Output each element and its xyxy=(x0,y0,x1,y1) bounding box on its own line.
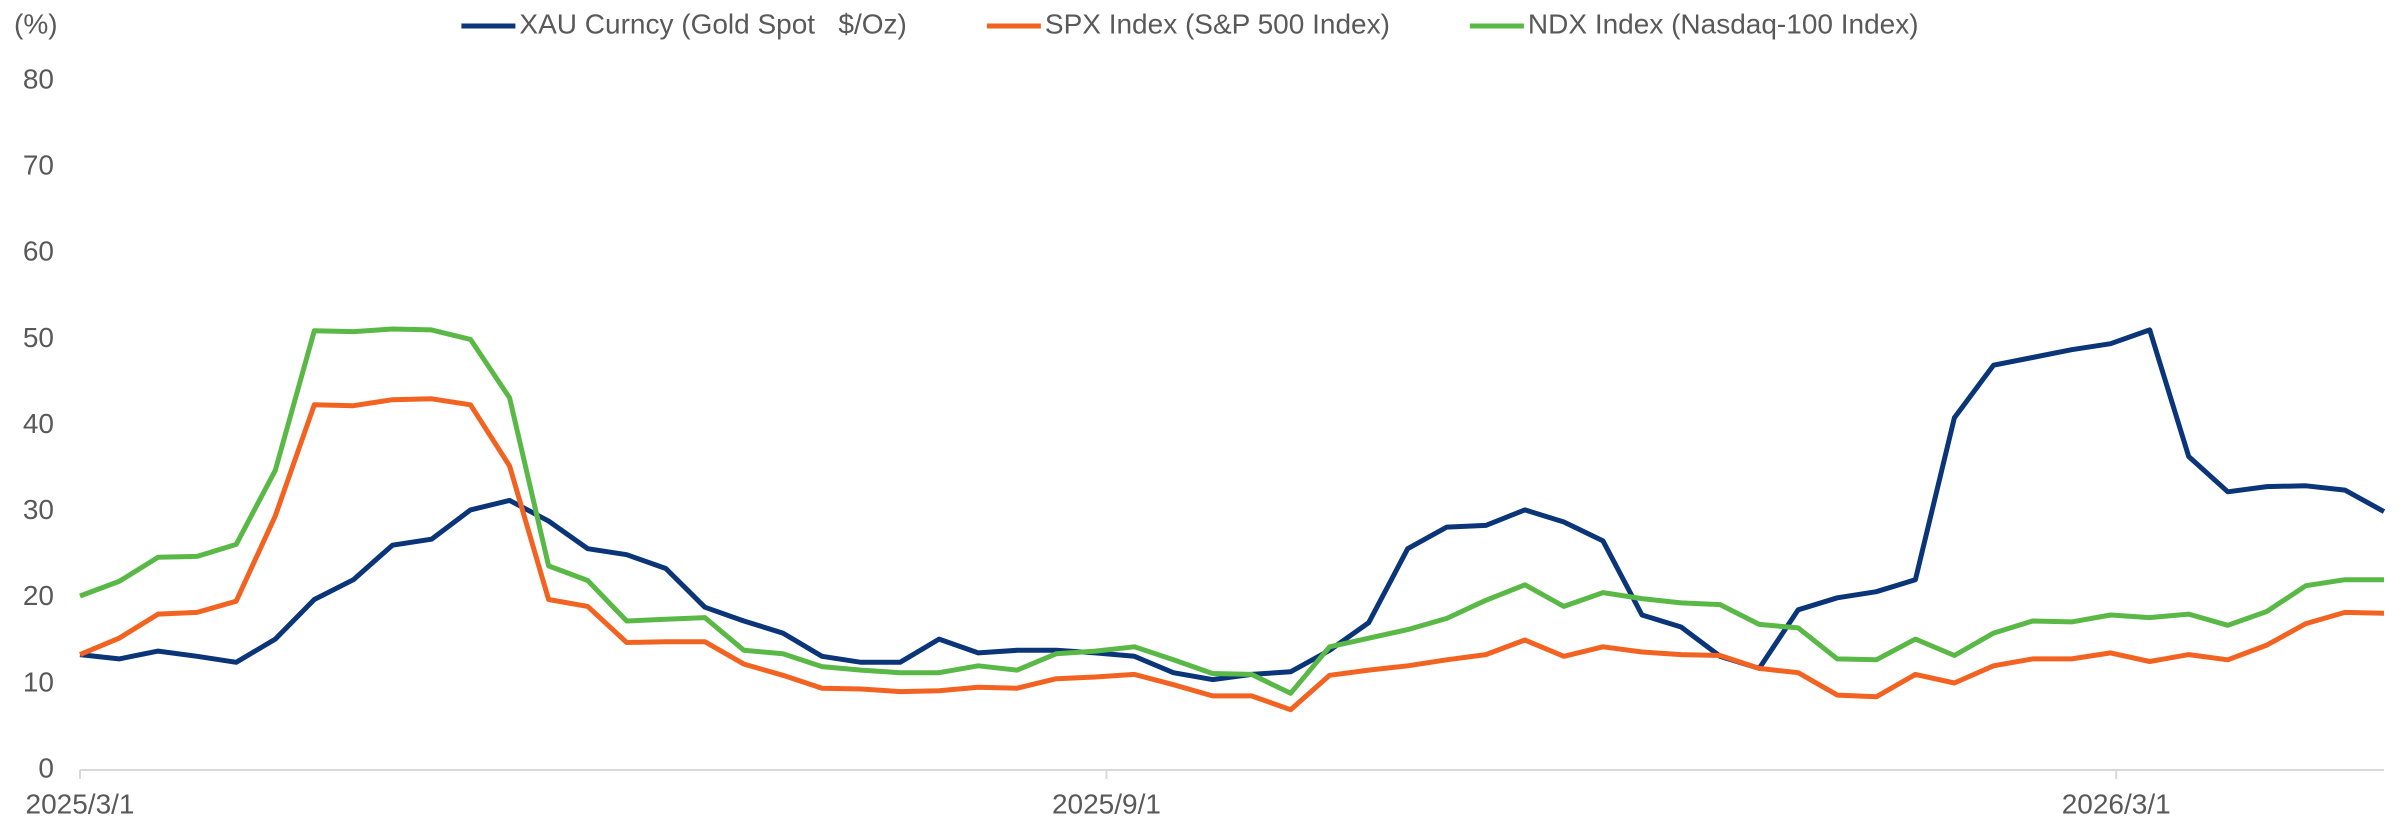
y-tick-label: 40 xyxy=(23,408,54,439)
y-tick-label: 0 xyxy=(38,752,54,783)
series-line xyxy=(79,326,2384,696)
legend-label: NDX Index (Nasdaq-100 Index) xyxy=(1528,8,1919,39)
legend-label: SPX Index (S&P 500 Index) xyxy=(1045,8,1390,39)
x-tick-label: 2025/9/1 xyxy=(1052,788,1161,819)
y-tick-label: 20 xyxy=(23,580,54,611)
y-tick-label: 60 xyxy=(23,236,54,267)
series-line xyxy=(79,396,2385,713)
series-line xyxy=(79,327,2386,683)
y-tick-label: 50 xyxy=(23,322,54,353)
y-tick-label: 30 xyxy=(23,494,54,525)
legend-label: XAU Curncy (Gold Spot $/Oz) xyxy=(519,8,906,39)
y-axis-label: (%) xyxy=(14,8,58,39)
y-tick-label: 80 xyxy=(23,63,54,94)
y-tick-label: 70 xyxy=(23,150,54,181)
x-tick-label: 2026/3/1 xyxy=(2062,788,2171,819)
y-tick-label: 10 xyxy=(23,666,54,697)
x-tick-label: 2025/3/1 xyxy=(26,788,135,819)
